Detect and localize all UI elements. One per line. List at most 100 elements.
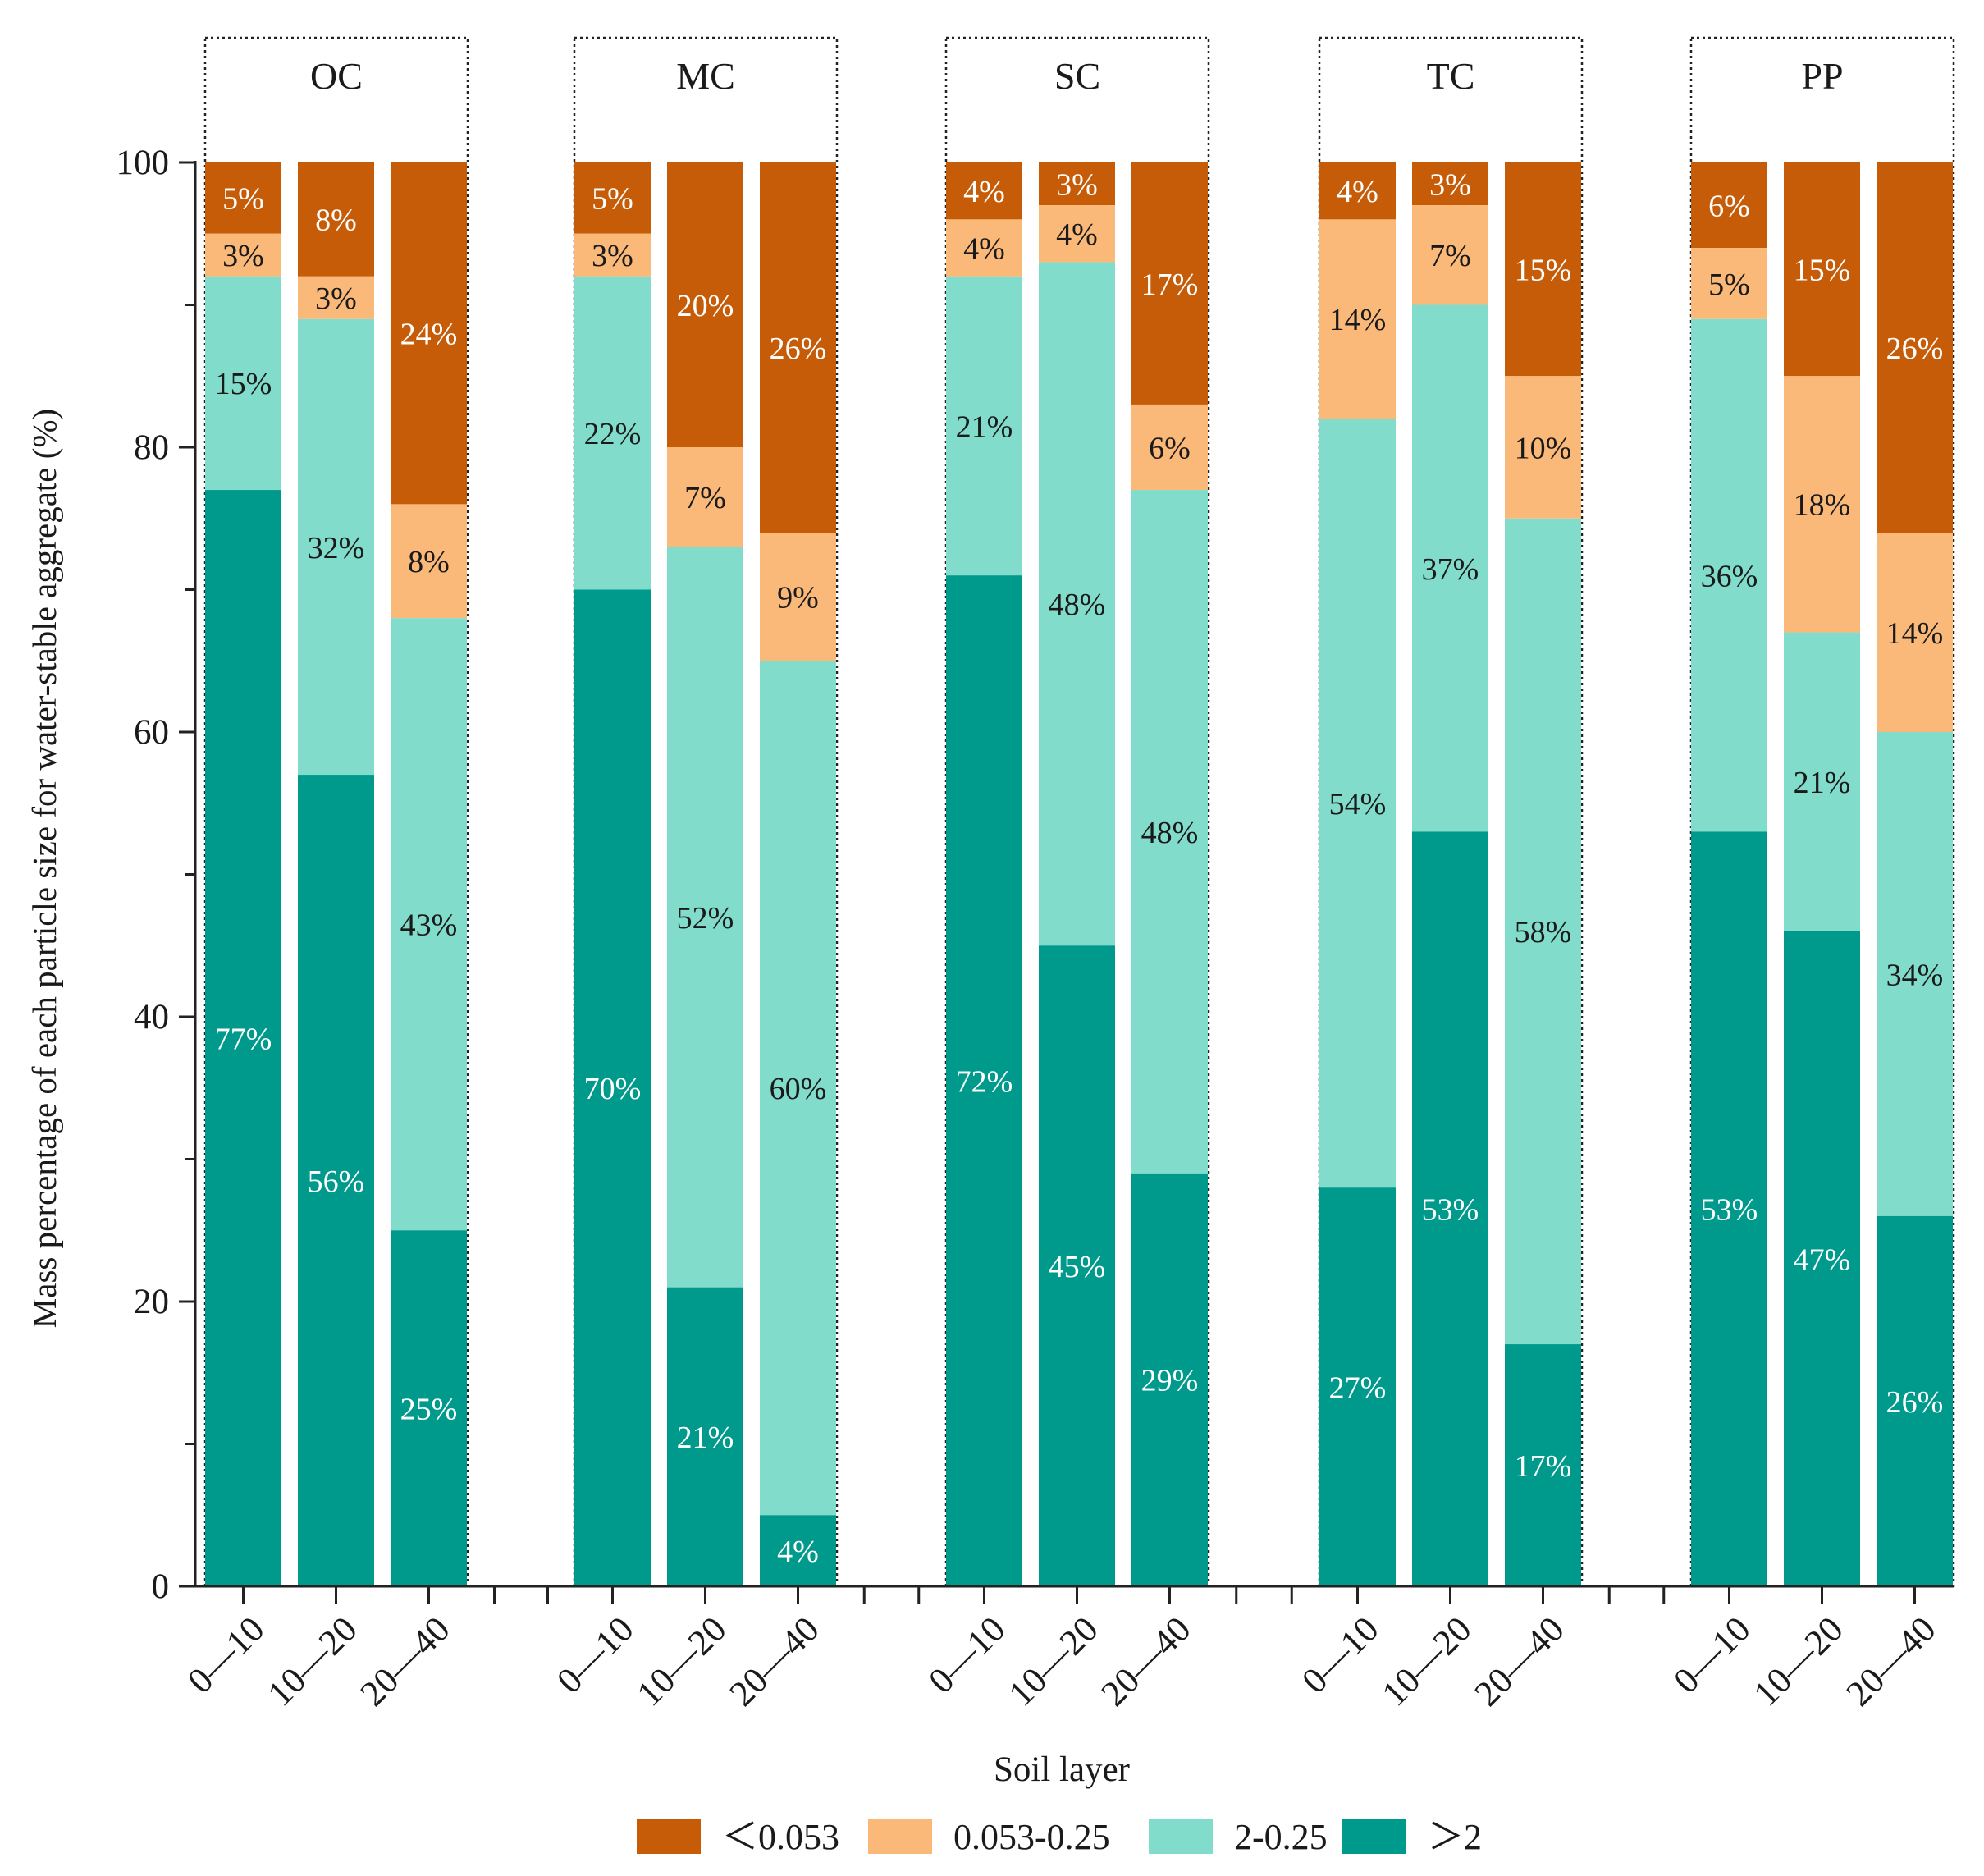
bar-segment — [298, 318, 374, 776]
data-label: 53% — [1701, 1193, 1758, 1228]
data-label: 6% — [1708, 189, 1750, 223]
bar-segment — [667, 447, 743, 547]
x-tick-label: 0—10 — [549, 1608, 641, 1700]
y-tick-label: 80 — [134, 428, 169, 467]
data-label: 72% — [956, 1064, 1013, 1099]
x-tick-label: 10—20 — [629, 1608, 734, 1714]
bar-segment — [1412, 162, 1488, 206]
bar-segment — [1691, 162, 1767, 249]
bar-segment — [1319, 1187, 1396, 1586]
legend-label: ＜0.053 — [722, 1817, 839, 1857]
data-label: 56% — [308, 1164, 365, 1199]
bar-segment — [1412, 831, 1488, 1586]
bar-segment — [760, 162, 836, 533]
bar-segment — [946, 575, 1022, 1586]
bar-segment — [1877, 1215, 1953, 1586]
data-label: 48% — [1141, 816, 1199, 850]
legend: ＜0.053 0.053-0.25 2-0.25 ＞2 — [637, 1817, 1482, 1857]
data-label: 3% — [1056, 167, 1098, 202]
data-label: 9% — [777, 580, 819, 615]
data-label: 7% — [1429, 239, 1471, 273]
bar-segment — [574, 162, 651, 234]
bar-segment — [1131, 490, 1208, 1174]
data-label: 21% — [956, 410, 1013, 444]
bar-segment — [1784, 162, 1860, 377]
data-label: 25% — [400, 1392, 458, 1426]
data-label: 15% — [1515, 253, 1572, 287]
bar-segment — [1877, 732, 1953, 1216]
data-label: 4% — [1056, 217, 1098, 252]
data-label: 24% — [400, 318, 458, 352]
bar-segment — [1877, 162, 1953, 533]
x-tick-label: 20—40 — [722, 1608, 827, 1714]
bar-segment — [298, 162, 374, 277]
group-title: OC — [310, 55, 363, 97]
data-label: 15% — [1794, 253, 1851, 287]
data-label: 3% — [315, 281, 357, 316]
x-tick-label: 10—20 — [1746, 1608, 1851, 1714]
data-label: 10% — [1515, 431, 1572, 465]
data-label: 26% — [1886, 332, 1944, 366]
data-label: 4% — [963, 175, 1005, 209]
data-label: 52% — [677, 901, 734, 936]
bar-segment — [1412, 205, 1488, 305]
bar-segment — [391, 504, 467, 619]
bar-segment — [946, 276, 1022, 576]
bar-segment — [1877, 533, 1953, 732]
bar-segment — [1505, 162, 1581, 377]
bar-segment — [391, 1230, 467, 1586]
data-label: 26% — [770, 332, 827, 366]
data-label: 26% — [1886, 1385, 1944, 1420]
data-label: 21% — [1794, 766, 1851, 800]
x-tick-label: 10—20 — [1374, 1608, 1479, 1714]
bar-segment — [1691, 248, 1767, 319]
bar-segment — [1691, 831, 1767, 1586]
data-label: 22% — [584, 417, 642, 451]
data-label: 3% — [592, 239, 633, 273]
data-label: 29% — [1141, 1364, 1199, 1398]
bar-segment — [205, 162, 281, 234]
x-tick-label: 0—10 — [921, 1608, 1013, 1700]
bar-segment — [1039, 262, 1115, 946]
bar-segment — [1691, 318, 1767, 832]
bar-segment — [946, 162, 1022, 220]
data-label: 15% — [215, 367, 272, 401]
bar-segment — [1131, 1173, 1208, 1586]
bar-segment — [205, 233, 281, 277]
x-tick-label: 10—20 — [260, 1608, 365, 1714]
x-tick-label: 20—40 — [1839, 1608, 1944, 1714]
bar-segment — [391, 162, 467, 505]
data-label: 17% — [1141, 268, 1199, 302]
bar-segment — [205, 276, 281, 491]
bar-segment — [1784, 632, 1860, 931]
x-tick-label: 20—40 — [353, 1608, 458, 1714]
bar-segment — [946, 219, 1022, 277]
data-label: 21% — [677, 1421, 734, 1455]
group-title: TC — [1427, 55, 1475, 97]
group-title: PP — [1801, 55, 1843, 97]
data-label: 4% — [777, 1535, 819, 1569]
data-label: 8% — [315, 204, 357, 238]
data-label: 47% — [1794, 1242, 1851, 1277]
data-label: 3% — [1429, 167, 1471, 202]
bar-segment — [574, 276, 651, 590]
x-tick-label: 0—10 — [1294, 1608, 1386, 1700]
x-tick-label: 0—10 — [1666, 1608, 1758, 1700]
data-label: 27% — [1329, 1370, 1387, 1405]
bar-segment — [1131, 404, 1208, 491]
data-label: 4% — [1337, 175, 1378, 209]
bar-segment — [574, 233, 651, 277]
bar-segment — [574, 589, 651, 1586]
data-label: 37% — [1422, 552, 1479, 587]
data-label: 8% — [408, 545, 450, 579]
data-label: 4% — [963, 231, 1005, 266]
bar-segment — [760, 661, 836, 1516]
bar-segment — [667, 162, 743, 447]
bar-segment — [298, 276, 374, 319]
legend-label: ＞2 — [1428, 1817, 1482, 1857]
data-label: 54% — [1329, 787, 1387, 821]
data-label: 6% — [1149, 431, 1191, 465]
data-label: 70% — [584, 1072, 642, 1106]
bar-segment — [1505, 376, 1581, 519]
